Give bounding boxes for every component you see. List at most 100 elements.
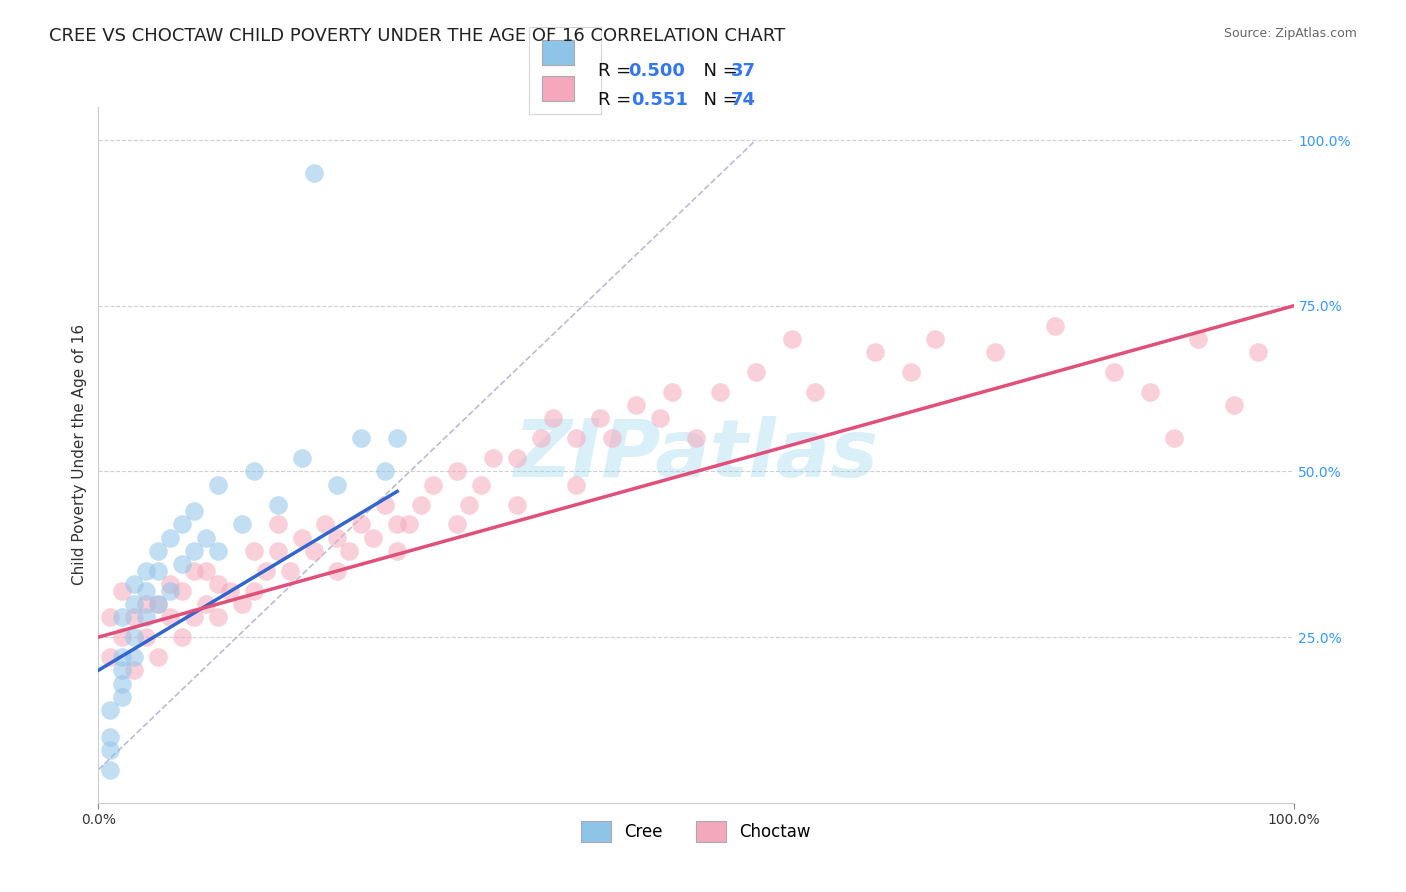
Text: ZIPatlas: ZIPatlas [513, 416, 879, 494]
Point [422, 477, 444, 491]
Point [98, 703, 122, 717]
Point [685, 431, 707, 445]
Point [1223, 398, 1246, 412]
Point [124, 610, 146, 624]
Point [470, 477, 492, 491]
Point [111, 610, 134, 624]
Point [350, 517, 373, 532]
Point [302, 544, 325, 558]
Point [183, 610, 205, 624]
Point [111, 630, 134, 644]
Point [302, 166, 325, 180]
Point [183, 544, 205, 558]
Point [98, 743, 122, 757]
Point [148, 597, 170, 611]
Point [1139, 384, 1161, 399]
Point [135, 630, 157, 644]
Point [148, 597, 170, 611]
Point [984, 345, 1007, 359]
Text: 0.551: 0.551 [631, 91, 688, 109]
Point [745, 365, 768, 379]
Point [865, 345, 887, 359]
Point [398, 517, 420, 532]
Point [1043, 318, 1066, 333]
Point [1187, 332, 1209, 346]
Point [350, 431, 373, 445]
Text: R =: R = [598, 91, 643, 109]
Point [135, 610, 157, 624]
Point [326, 531, 349, 545]
Point [254, 564, 277, 578]
Point [124, 597, 146, 611]
Point [481, 451, 505, 466]
Point [135, 597, 157, 611]
Point [530, 431, 553, 445]
Point [231, 597, 253, 611]
Point [207, 544, 229, 558]
Point [804, 384, 827, 399]
Text: 74: 74 [731, 91, 756, 109]
Point [159, 531, 181, 545]
Legend: Cree, Choctaw: Cree, Choctaw [572, 814, 820, 850]
Point [159, 577, 181, 591]
Point [267, 498, 290, 512]
Point [98, 650, 122, 665]
Point [900, 365, 922, 379]
Point [111, 663, 134, 677]
Point [124, 577, 146, 591]
Point [148, 564, 170, 578]
Point [98, 763, 122, 777]
Point [207, 610, 229, 624]
Point [124, 663, 146, 677]
Point [195, 597, 218, 611]
Point [207, 577, 229, 591]
Point [183, 564, 205, 578]
Point [1104, 365, 1126, 379]
Point [243, 465, 266, 479]
Point [111, 650, 134, 665]
Point [172, 517, 194, 532]
Point [326, 564, 349, 578]
Point [243, 583, 266, 598]
Text: N =: N = [692, 91, 744, 109]
Point [195, 531, 218, 545]
Text: R =: R = [598, 62, 637, 80]
Point [565, 431, 588, 445]
Point [267, 517, 290, 532]
Point [135, 564, 157, 578]
Text: CREE VS CHOCTAW CHILD POVERTY UNDER THE AGE OF 16 CORRELATION CHART: CREE VS CHOCTAW CHILD POVERTY UNDER THE … [49, 27, 786, 45]
Point [363, 531, 385, 545]
Point [326, 477, 349, 491]
Point [291, 531, 314, 545]
Point [148, 544, 170, 558]
Point [278, 564, 301, 578]
Text: 0.500: 0.500 [628, 62, 685, 80]
Point [195, 564, 218, 578]
Point [1163, 431, 1185, 445]
Point [661, 384, 683, 399]
Point [1247, 345, 1270, 359]
Point [385, 517, 409, 532]
Point [111, 583, 134, 598]
Point [374, 465, 396, 479]
Point [458, 498, 481, 512]
Point [602, 431, 624, 445]
Point [446, 517, 468, 532]
Point [172, 558, 194, 572]
Text: 37: 37 [731, 62, 756, 80]
Point [207, 477, 229, 491]
Text: N =: N = [692, 62, 744, 80]
Point [231, 517, 253, 532]
Point [124, 650, 146, 665]
Point [148, 650, 170, 665]
Point [183, 504, 205, 518]
Point [709, 384, 731, 399]
Point [446, 465, 468, 479]
Point [124, 630, 146, 644]
Point [291, 451, 314, 466]
Point [111, 690, 134, 704]
Point [243, 544, 266, 558]
Point [159, 583, 181, 598]
Point [374, 498, 396, 512]
Point [98, 730, 122, 744]
